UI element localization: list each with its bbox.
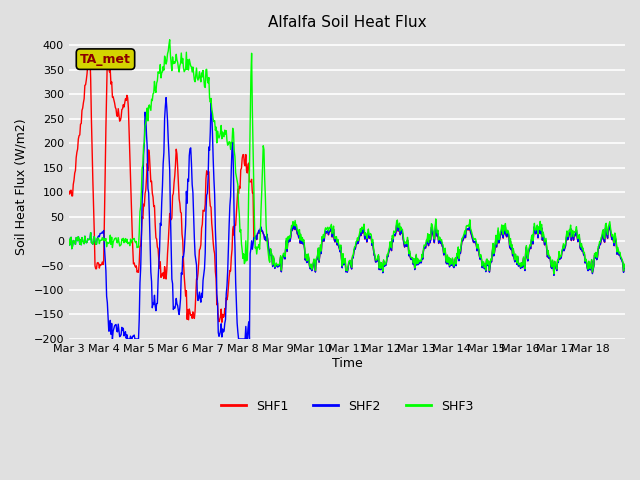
Text: TA_met: TA_met xyxy=(80,53,131,66)
Y-axis label: Soil Heat Flux (W/m2): Soil Heat Flux (W/m2) xyxy=(15,119,28,255)
Legend: SHF1, SHF2, SHF3: SHF1, SHF2, SHF3 xyxy=(216,395,478,418)
X-axis label: Time: Time xyxy=(332,357,362,370)
Title: Alfalfa Soil Heat Flux: Alfalfa Soil Heat Flux xyxy=(268,15,426,30)
